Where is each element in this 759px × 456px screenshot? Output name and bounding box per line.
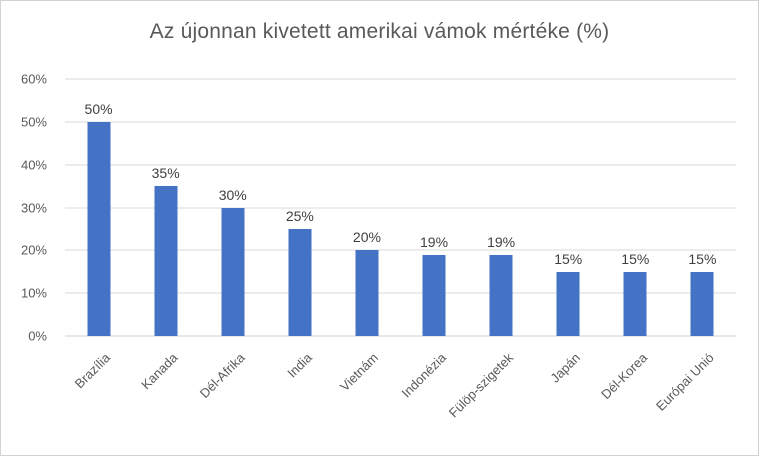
bar-value-label: 15% bbox=[688, 250, 717, 267]
bar bbox=[690, 271, 714, 336]
chart-title: Az újonnan kivetett amerikai vámok mérté… bbox=[149, 20, 610, 43]
bar-value-label: 35% bbox=[151, 165, 180, 182]
bar bbox=[87, 121, 111, 336]
category-label: Kanada bbox=[137, 350, 181, 393]
bar-slot: 25% bbox=[266, 79, 333, 336]
bar-value-label: 50% bbox=[84, 100, 113, 117]
y-tick-label: 20% bbox=[20, 242, 47, 258]
y-tick-label: 40% bbox=[20, 157, 47, 173]
gridline bbox=[65, 121, 736, 123]
bar bbox=[556, 271, 580, 336]
y-axis: 0% 10% 20% 30% 40% 50% 60% bbox=[7, 72, 47, 344]
bar-slot: 19% bbox=[400, 79, 467, 336]
y-tick-label: 60% bbox=[20, 71, 47, 87]
x-axis-line bbox=[65, 335, 736, 337]
category-label: Fülöp-szigetek bbox=[445, 350, 516, 421]
gridline bbox=[65, 249, 736, 251]
category-label: Indonézia bbox=[398, 350, 449, 401]
gridlines bbox=[65, 78, 736, 337]
gridline bbox=[65, 292, 736, 294]
bar bbox=[489, 254, 513, 336]
bar-value-label: 30% bbox=[218, 186, 247, 203]
bar-value-label: 25% bbox=[285, 207, 314, 224]
bar-slot: 15% bbox=[602, 79, 669, 336]
bar-slot: 15% bbox=[669, 79, 736, 336]
bar bbox=[422, 254, 446, 336]
bar bbox=[221, 207, 245, 336]
category-label: Brazília bbox=[71, 350, 114, 392]
bar-slot: 19% bbox=[468, 79, 535, 336]
bar-value-label: 15% bbox=[554, 250, 583, 267]
bar bbox=[623, 271, 647, 336]
y-tick-label: 0% bbox=[28, 328, 47, 344]
category-label: Dél-Korea bbox=[597, 350, 650, 402]
bar bbox=[355, 250, 379, 336]
category-label: Japán bbox=[547, 350, 583, 386]
x-axis-labels: Brazília Kanada Dél-Afrika India Vietnám Indo… bbox=[65, 342, 736, 452]
category-label: India bbox=[283, 350, 315, 381]
category-label: Vietnám bbox=[337, 350, 382, 395]
bar-slot: 35% bbox=[132, 79, 199, 336]
category-label: Dél-Afrika bbox=[196, 350, 248, 401]
bar-value-label: 19% bbox=[487, 233, 516, 250]
bar bbox=[154, 186, 178, 336]
bar-value-label: 15% bbox=[621, 250, 650, 267]
bar-slot: 50% bbox=[65, 79, 132, 336]
bar-slot: 20% bbox=[333, 79, 400, 336]
y-tick-label: 50% bbox=[20, 114, 47, 130]
bar-value-label: 19% bbox=[420, 233, 449, 250]
gridline bbox=[65, 207, 736, 208]
gridline bbox=[65, 164, 736, 166]
plot-area: 50% 35% 30% 25% 20% 19% 19% 15% 15% 15% bbox=[65, 78, 736, 337]
bar-slot: 15% bbox=[535, 79, 602, 336]
bar bbox=[288, 228, 312, 336]
y-tick-label: 30% bbox=[20, 200, 47, 215]
bar-value-label: 20% bbox=[352, 229, 381, 246]
y-tick-label: 10% bbox=[20, 285, 47, 301]
bar-slot: 30% bbox=[199, 79, 266, 336]
category-label: Európai Unió bbox=[653, 350, 718, 414]
gridline bbox=[65, 78, 736, 80]
bars: 50% 35% 30% 25% 20% 19% 19% 15% 15% 15% bbox=[65, 79, 736, 336]
